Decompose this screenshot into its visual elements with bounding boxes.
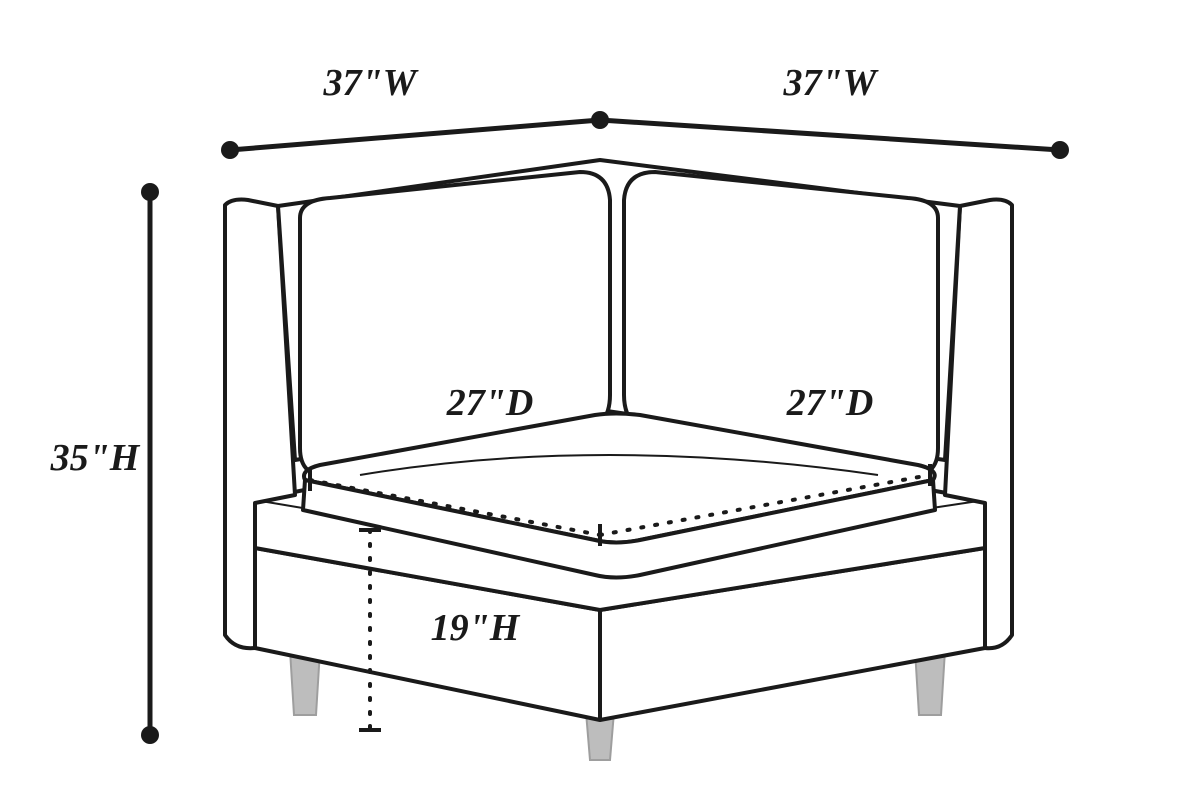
dim-dot (141, 726, 159, 744)
dim-dot (141, 183, 159, 201)
dim-line-width-left (230, 120, 600, 150)
dim-dot (1051, 141, 1069, 159)
label-depth-right: 27"D (786, 382, 874, 424)
corner-wedge-illustration (225, 160, 1012, 760)
label-seat-height: 19"H (431, 607, 521, 649)
label-height: 35"H (50, 437, 141, 479)
dimension-diagram: 37"W 37"W 35"H 27"D 27"D 19"H (0, 0, 1200, 800)
label-width-left: 37"W (323, 62, 420, 104)
label-width-right: 37"W (783, 62, 880, 104)
dim-dot (221, 141, 239, 159)
label-depth-left: 27"D (446, 382, 534, 424)
dim-line-width-right (600, 120, 1060, 150)
dim-dot (591, 111, 609, 129)
